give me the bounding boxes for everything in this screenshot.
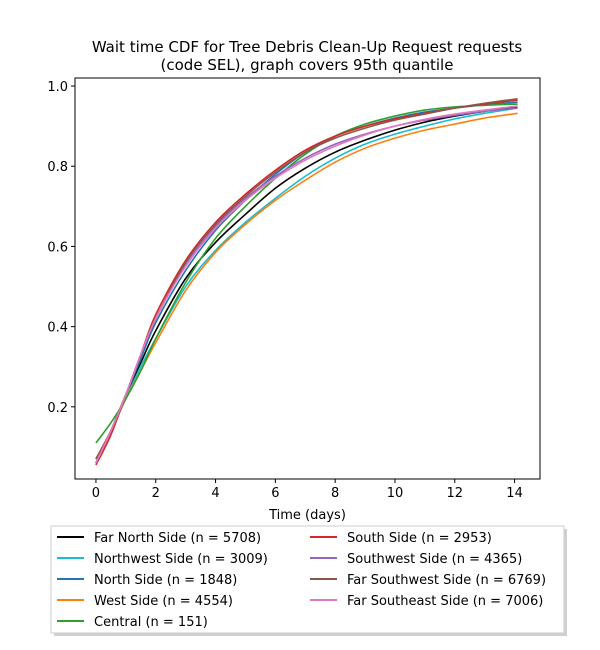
- x-tick-label: 8: [331, 486, 339, 501]
- x-tick-label: 0: [92, 486, 100, 501]
- series-line-west-side: [95, 112, 518, 460]
- legend-box: [50, 525, 565, 634]
- series-line-far-north-side: [95, 106, 518, 464]
- series-line-south-side: [95, 99, 518, 466]
- legend-label-northwest-side: Northwest Side (n = 3009): [94, 552, 268, 567]
- y-tick-label: 0.6: [47, 240, 68, 255]
- legend-label-far-southeast-side: Far Southeast Side (n = 7006): [347, 594, 543, 609]
- x-axis-label: Time (days): [268, 508, 346, 523]
- plot-area: [74, 77, 541, 480]
- y-tick-label: 0.4: [47, 321, 68, 336]
- plot-frame: [74, 77, 541, 480]
- x-tick-label: 4: [211, 486, 219, 501]
- legend-label-west-side: West Side (n = 4554): [94, 594, 233, 609]
- chart-title: Wait time CDF for Tree Debris Clean-Up R…: [92, 38, 523, 74]
- legend-label-far-north-side: Far North Side (n = 5708): [94, 531, 261, 546]
- x-axis: 0 2 4 6 8 10 12 14 Time (days): [92, 479, 523, 523]
- y-tick-label: 0.8: [47, 160, 68, 175]
- series-line-northwest-side: [95, 107, 518, 460]
- legend-label-north-side: North Side (n = 1848): [94, 573, 237, 588]
- y-axis: 0.2 0.4 0.6 0.8 1.0: [47, 80, 75, 416]
- legend-label-central: Central (n = 151): [94, 615, 208, 630]
- series-line-central: [95, 103, 518, 444]
- chart-title-line: (code SEL), graph covers 95th quantile: [161, 56, 454, 74]
- series-line-far-southeast-side: [95, 105, 518, 464]
- series-line-southwest-side: [95, 107, 518, 464]
- x-tick-label: 6: [271, 486, 279, 501]
- y-tick-label: 1.0: [47, 80, 68, 95]
- x-tick-label: 10: [387, 486, 404, 501]
- series-line-north-side: [95, 101, 518, 464]
- y-tick-label: 0.2: [47, 401, 68, 416]
- chart-title-line: Wait time CDF for Tree Debris Clean-Up R…: [92, 38, 523, 56]
- x-tick-label: 12: [447, 486, 464, 501]
- x-tick-label: 2: [152, 486, 160, 501]
- x-tick-label: 14: [506, 486, 523, 501]
- legend: Far North Side (n = 5708) Northwest Side …: [50, 525, 567, 636]
- legend-label-southwest-side: Southwest Side (n = 4365): [347, 552, 522, 567]
- legend-label-far-southwest-side: Far Southwest Side (n = 6769): [347, 573, 546, 588]
- legend-label-south-side: South Side (n = 2953): [347, 531, 492, 546]
- series-lines: [95, 98, 518, 466]
